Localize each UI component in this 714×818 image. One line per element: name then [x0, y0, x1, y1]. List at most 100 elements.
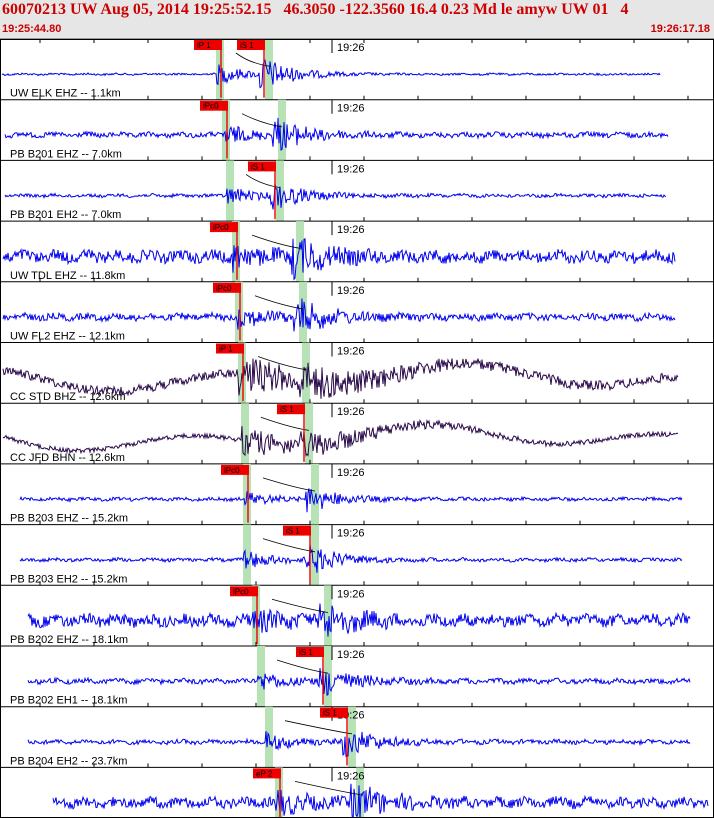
pick-label: iP 1 [197, 41, 211, 50]
time-marker-label: 19:26 [337, 224, 365, 236]
channel-label: UW ELK EHZ -- 1.1km [10, 88, 121, 100]
pick-label: iS 1 [323, 709, 337, 718]
waveform-trace [2, 418, 679, 457]
waveform-trace [1, 58, 661, 89]
waveform-trace [19, 488, 683, 513]
event-title: 60070213 UW Aug 05, 2014 19:25:52.15 46.… [2, 1, 629, 18]
s-window-band [299, 281, 307, 343]
travel-time-curve [260, 416, 310, 431]
s-window-band [311, 524, 319, 586]
pick-label: iPc0 [233, 587, 249, 596]
pick-label: iS 1 [280, 405, 294, 414]
s-window-band [324, 585, 332, 646]
pick-label: iPc0 [203, 102, 219, 111]
time-marker-label: 19:26 [337, 528, 365, 540]
time-marker-label: 19:26 [337, 406, 365, 418]
waveform-trace [4, 183, 667, 210]
channel-label: UW FL2 EHZ -- 12.1km [10, 331, 125, 343]
s-window-band [356, 767, 364, 818]
s-window-band [305, 403, 313, 464]
window-start-time: 19:25:44.80 [2, 23, 62, 35]
pick-flag [237, 40, 265, 50]
pick-flag [248, 161, 276, 172]
header-bar: 60070213 UW Aug 05, 2014 19:25:52.15 46.… [0, 0, 714, 39]
time-marker-label: 19:26 [337, 649, 365, 661]
channel-label: CC JFD BHN -- 12.6km [10, 452, 125, 464]
pick-label: iPc0 [216, 284, 232, 293]
pick-label: eP 2 [256, 769, 273, 778]
travel-time-curve [262, 477, 316, 492]
pick-label: iP 1 [219, 345, 233, 354]
travel-time-curve [245, 174, 281, 189]
time-marker-label: 19:26 [337, 467, 365, 479]
travel-time-curve [284, 720, 353, 735]
travel-time-curve [271, 598, 329, 613]
p-window-band [243, 524, 251, 586]
p-window-band [275, 767, 283, 818]
pick-flag [320, 707, 348, 718]
p-window-band [222, 99, 230, 161]
pick-flag [210, 222, 238, 233]
channel-label: PB B204 EH2 -- 23.7km [10, 755, 127, 767]
channel-label: PB B203 EHZ -- 15.2km [10, 513, 128, 525]
seismogram-plot: 19:26 iP 1 iS 1 UW ELK EHZ -- 1.1km 19:26 iPc… [0, 39, 714, 818]
pick-flag [216, 343, 244, 354]
pick-label: iS 1 [240, 41, 254, 50]
pick-flag [200, 100, 228, 111]
travel-time-curve [235, 52, 270, 67]
pick-label: iS 1 [286, 527, 300, 536]
waveform-trace [2, 238, 676, 281]
pick-flag [253, 768, 281, 779]
travel-time-curve [241, 113, 283, 128]
time-marker-label: 19:26 [337, 588, 365, 600]
s-window-band [324, 646, 332, 707]
pick-label: iPc0 [213, 223, 229, 232]
travel-time-curve [262, 538, 316, 553]
pick-label: iS 1 [299, 648, 313, 657]
waveform-trace [27, 731, 691, 758]
p-window-band [241, 403, 249, 464]
waveform-trace [19, 543, 683, 573]
waveform-trace [4, 117, 669, 151]
channel-label: PB B203 EH2 -- 15.2km [10, 573, 127, 585]
travel-time-curve [257, 356, 307, 371]
p-window-band [252, 585, 260, 646]
pick-flag [213, 282, 241, 293]
time-marker-label: 19:26 [337, 346, 365, 358]
pick-label: iS 1 [251, 162, 265, 171]
time-marker-label: 19:26 [337, 163, 365, 175]
s-window-band [296, 221, 304, 282]
travel-time-curve [276, 659, 329, 674]
p-window-band [238, 342, 246, 404]
waveform-trace [52, 783, 709, 818]
s-window-band [311, 463, 319, 525]
channel-label: PB B202 EH1 -- 18.1km [10, 695, 127, 707]
p-window-band [257, 646, 265, 707]
channel-label: UW TDL EHZ -- 11.8km [10, 270, 125, 282]
time-marker-label: 19:26 [337, 42, 365, 54]
travel-time-curve [254, 295, 304, 310]
travel-time-curve [251, 234, 301, 249]
window-end-time: 19:26:17.18 [650, 23, 710, 35]
channel-label: CC STD BHZ -- 12.6km [10, 391, 126, 403]
waveform-trace [27, 603, 691, 637]
s-window-band [348, 706, 356, 768]
waveform-trace [2, 358, 679, 399]
channel-label: PB B201 EH2 -- 7.0km [10, 209, 121, 221]
pick-flag [296, 647, 324, 657]
pick-flag [283, 525, 311, 536]
travel-time-curve [294, 781, 361, 796]
channel-label: PB B202 EHZ -- 18.1km [10, 634, 128, 646]
waveform-trace [27, 668, 691, 696]
time-marker-label: 19:26 [337, 770, 365, 782]
pick-flag [194, 40, 222, 50]
pick-label: iPc0 [224, 466, 240, 475]
s-window-band [278, 99, 286, 161]
channel-label: PB B201 EHZ -- 7.0km [10, 148, 122, 160]
time-marker-label: 19:26 [337, 285, 365, 297]
waveform-trace [2, 298, 676, 332]
pick-flag [221, 464, 249, 475]
pick-flag [230, 586, 258, 597]
pick-flag [277, 404, 305, 415]
time-marker-label: 19:26 [337, 103, 365, 115]
